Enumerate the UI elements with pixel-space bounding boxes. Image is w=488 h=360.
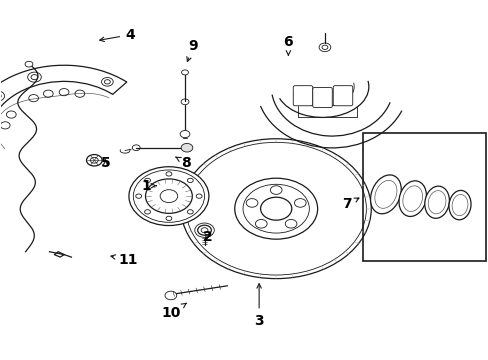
FancyBboxPatch shape: [312, 87, 331, 108]
Ellipse shape: [424, 186, 448, 218]
Circle shape: [180, 131, 189, 138]
Text: 10: 10: [162, 303, 186, 320]
FancyBboxPatch shape: [332, 86, 352, 106]
Circle shape: [129, 167, 208, 226]
Circle shape: [181, 70, 188, 75]
Bar: [362, 134, 485, 261]
Text: 3: 3: [254, 284, 264, 328]
Ellipse shape: [448, 190, 470, 220]
Text: 11: 11: [111, 253, 138, 267]
Text: 6: 6: [283, 35, 293, 55]
Ellipse shape: [370, 175, 401, 214]
Circle shape: [160, 190, 177, 203]
Circle shape: [260, 197, 291, 220]
Circle shape: [197, 225, 211, 235]
FancyBboxPatch shape: [293, 86, 312, 106]
Text: 7: 7: [342, 197, 358, 211]
Text: 4: 4: [100, 28, 135, 42]
Circle shape: [25, 61, 33, 67]
Ellipse shape: [398, 181, 426, 216]
Circle shape: [181, 143, 192, 152]
Text: 5: 5: [101, 156, 110, 170]
Circle shape: [164, 291, 176, 300]
Text: 8: 8: [176, 156, 190, 170]
Text: 9: 9: [186, 39, 198, 62]
Text: 2: 2: [203, 230, 212, 244]
Text: 1: 1: [141, 179, 156, 193]
